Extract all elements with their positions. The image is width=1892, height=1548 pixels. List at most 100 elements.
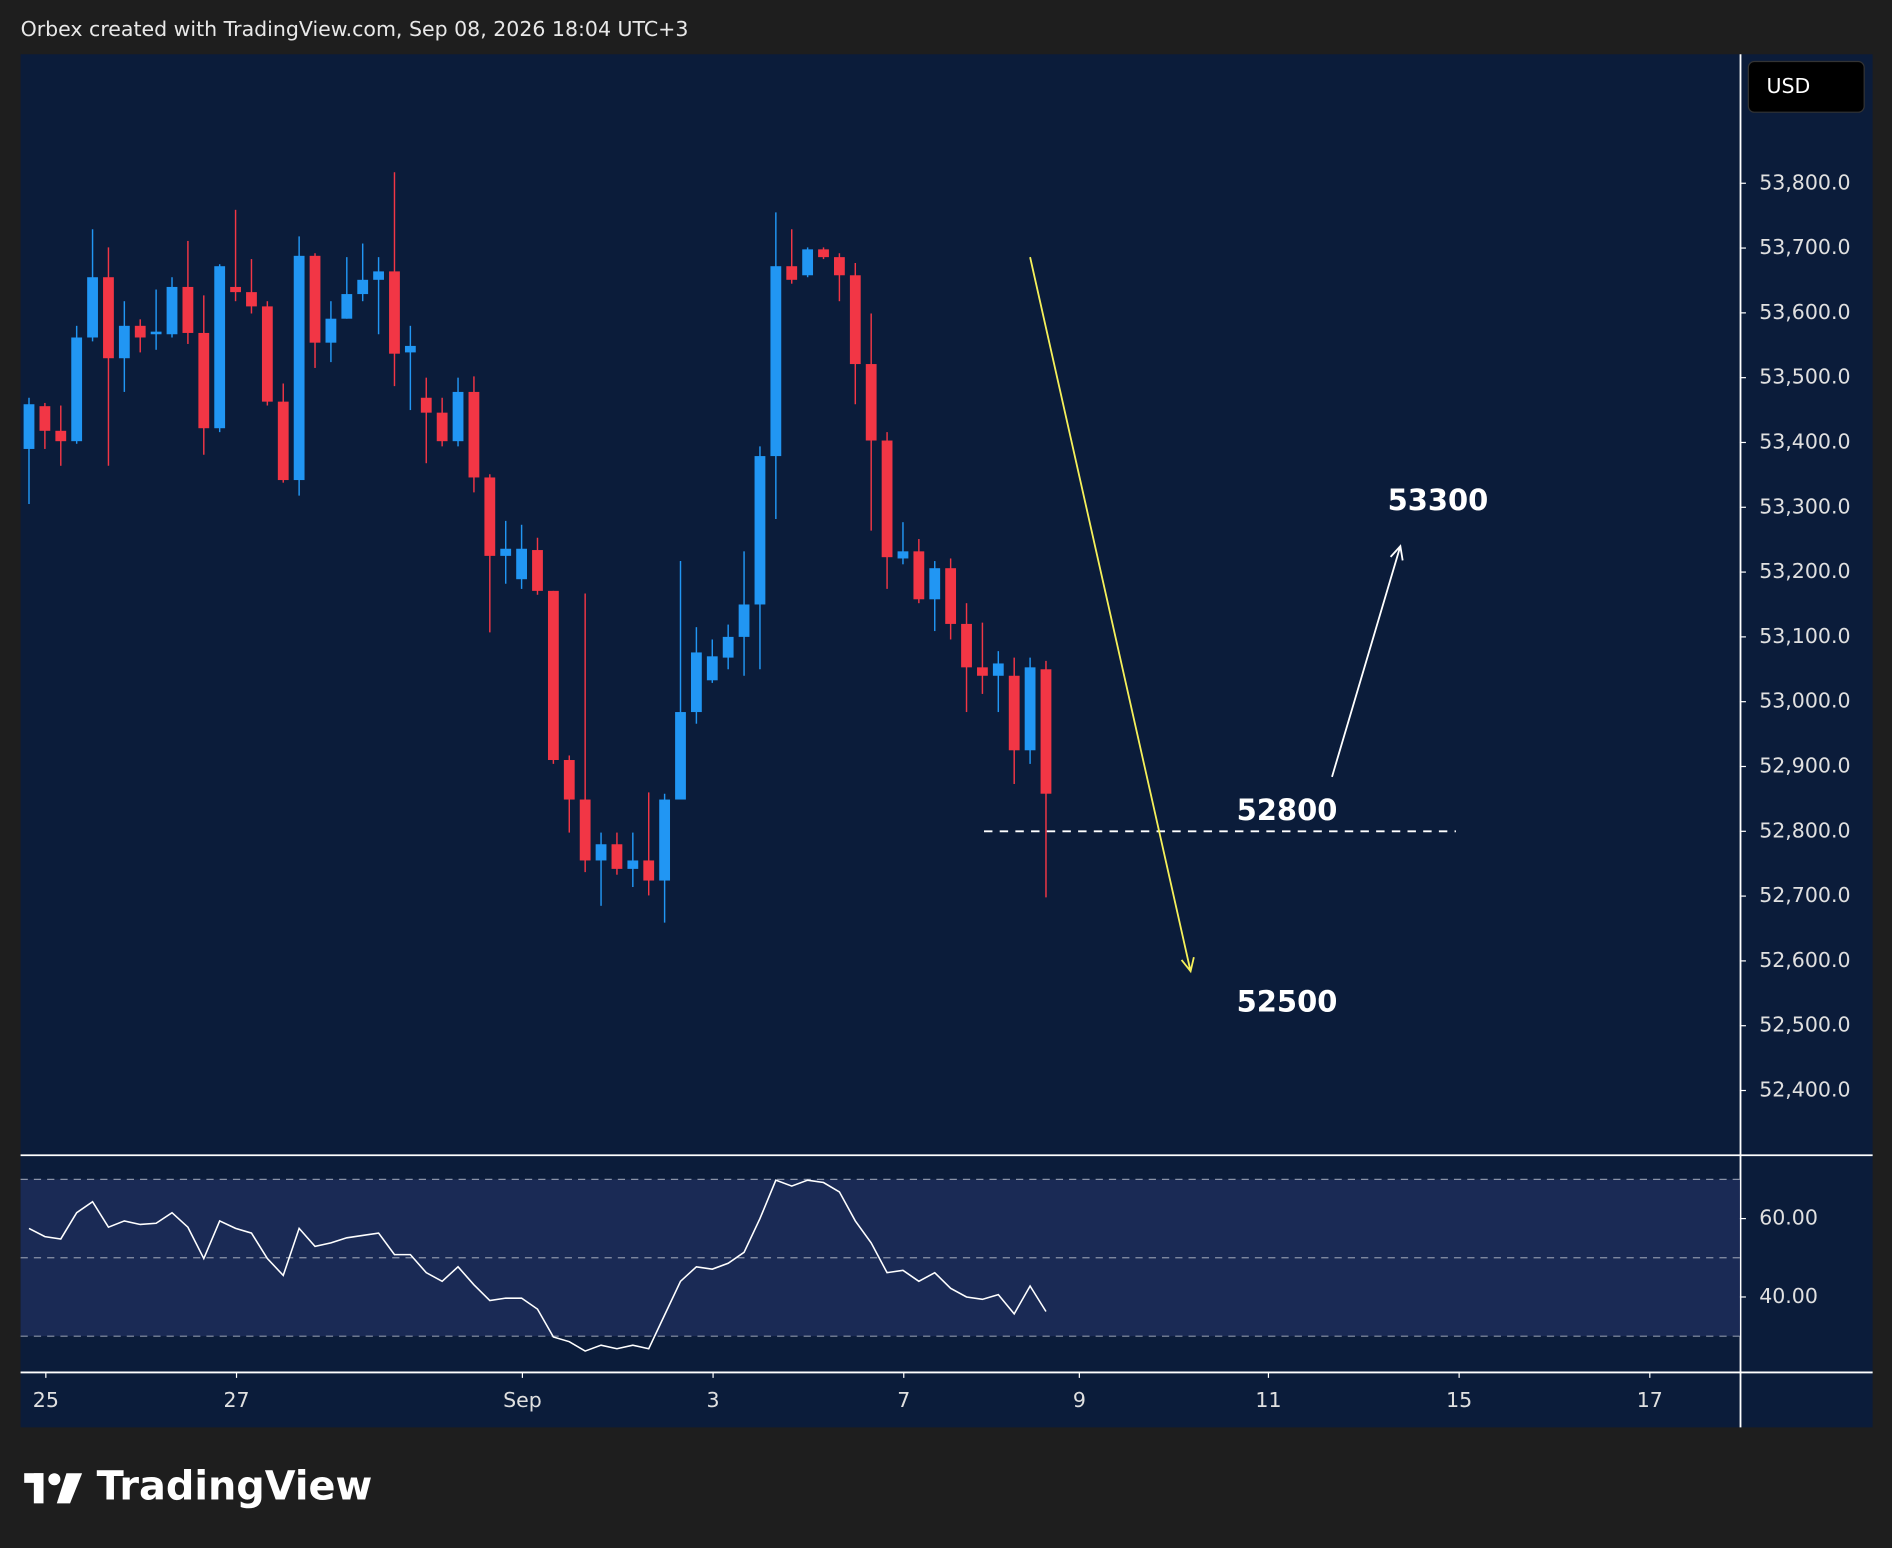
candle-body — [214, 266, 226, 429]
candle-body — [87, 277, 98, 338]
y-tick-label: 53,300.0 — [1759, 494, 1850, 518]
candle-body — [71, 337, 83, 442]
candle-body — [246, 292, 257, 307]
candle-body — [532, 550, 543, 591]
rsi-band — [20, 1179, 1740, 1337]
currency-label: USD — [1766, 74, 1810, 98]
candle-body — [563, 760, 575, 800]
candle-body — [992, 663, 1004, 676]
candle-body — [182, 286, 194, 333]
candle-body — [357, 279, 369, 295]
candle-body — [404, 345, 416, 353]
candle-body — [373, 271, 384, 280]
candle-body — [118, 325, 130, 359]
candle-body — [786, 266, 798, 280]
x-tick-label: 11 — [1255, 1388, 1281, 1412]
arrow — [1029, 256, 1195, 974]
logo-dot — [48, 1473, 61, 1486]
y-tick-label: 53,600.0 — [1759, 300, 1850, 324]
candle-body — [865, 364, 877, 441]
candle-body — [547, 590, 559, 761]
candle-body — [389, 271, 400, 354]
x-tick-label: 17 — [1637, 1388, 1663, 1412]
candle-body — [341, 294, 353, 319]
candle-body — [55, 430, 67, 442]
rsi-tick-label: 60.00 — [1759, 1206, 1818, 1230]
candle-body — [834, 257, 845, 276]
candle-body — [134, 325, 146, 338]
candle-body — [770, 266, 782, 457]
candle-body — [468, 391, 480, 478]
x-tick-label: 7 — [897, 1388, 910, 1412]
candle-body — [150, 331, 162, 335]
x-tick-label: 9 — [1073, 1388, 1086, 1412]
candle-body — [754, 456, 766, 605]
y-tick-label: 53,500.0 — [1759, 365, 1850, 389]
x-tick-label: 15 — [1446, 1388, 1472, 1412]
y-tick-label: 52,500.0 — [1759, 1013, 1850, 1037]
candle-body — [1008, 675, 1020, 751]
candle-body — [722, 636, 734, 658]
candle-body — [516, 548, 528, 580]
candle-body — [198, 332, 210, 429]
candle-body — [643, 860, 655, 881]
candle-body — [1040, 669, 1052, 794]
candle-body — [39, 406, 51, 431]
candle-body — [802, 249, 814, 276]
header: Orbex created with TradingView.com, Sep … — [21, 17, 689, 41]
candle-body — [420, 397, 432, 413]
y-tick-label: 53,700.0 — [1759, 235, 1850, 259]
logo-stem — [33, 1473, 44, 1504]
candle-body — [675, 712, 686, 800]
y-tick-label: 52,700.0 — [1759, 883, 1850, 907]
candle-body — [23, 404, 35, 449]
candle-body — [849, 275, 861, 365]
annotation-label: 52500 — [1237, 985, 1338, 1019]
candle-body — [977, 667, 988, 676]
x-tick-label: 25 — [33, 1388, 59, 1412]
y-tick-label: 53,400.0 — [1759, 429, 1850, 453]
candle-body — [293, 255, 305, 481]
candle-body — [611, 844, 623, 869]
brand: TradingView — [97, 1463, 373, 1509]
y-tick-label: 53,100.0 — [1759, 624, 1850, 648]
candle-body — [913, 551, 925, 600]
x-tick-label: 3 — [707, 1388, 720, 1412]
candle-body — [277, 401, 289, 481]
candle-body — [436, 412, 448, 442]
candle-body — [484, 477, 496, 556]
candle-body — [897, 551, 909, 559]
logo-slash — [56, 1473, 83, 1504]
candle-body — [659, 799, 671, 881]
rsi-tick-label: 40.00 — [1759, 1284, 1818, 1308]
logo — [24, 1473, 83, 1504]
candle-body — [103, 277, 114, 359]
candle-body — [1024, 667, 1036, 751]
candle-body — [929, 568, 941, 600]
y-tick-label: 53,800.0 — [1759, 170, 1850, 194]
candle-body — [738, 604, 750, 637]
y-tick-label: 52,900.0 — [1759, 753, 1850, 777]
candle-body — [261, 306, 273, 402]
candle-body — [309, 255, 321, 343]
candle-body — [166, 286, 178, 335]
y-tick-label: 52,400.0 — [1759, 1078, 1850, 1102]
currency-button[interactable] — [1747, 60, 1865, 113]
logo-bar — [24, 1473, 44, 1483]
y-tick-label: 52,600.0 — [1759, 948, 1850, 972]
candle-body — [961, 623, 972, 668]
candle-body — [690, 652, 702, 713]
candle-body — [595, 844, 607, 861]
arrow — [1331, 544, 1404, 778]
y-tick-label: 53,200.0 — [1759, 559, 1850, 583]
candle-body — [325, 318, 337, 343]
rsi-line — [28, 1179, 1047, 1352]
candle-body — [706, 656, 718, 681]
candle-body — [881, 440, 893, 558]
candle-body — [579, 799, 591, 861]
candle-body — [500, 548, 512, 556]
x-tick-label: Sep — [503, 1388, 542, 1412]
candle-body — [452, 391, 464, 442]
y-tick-label: 52,800.0 — [1759, 818, 1850, 842]
